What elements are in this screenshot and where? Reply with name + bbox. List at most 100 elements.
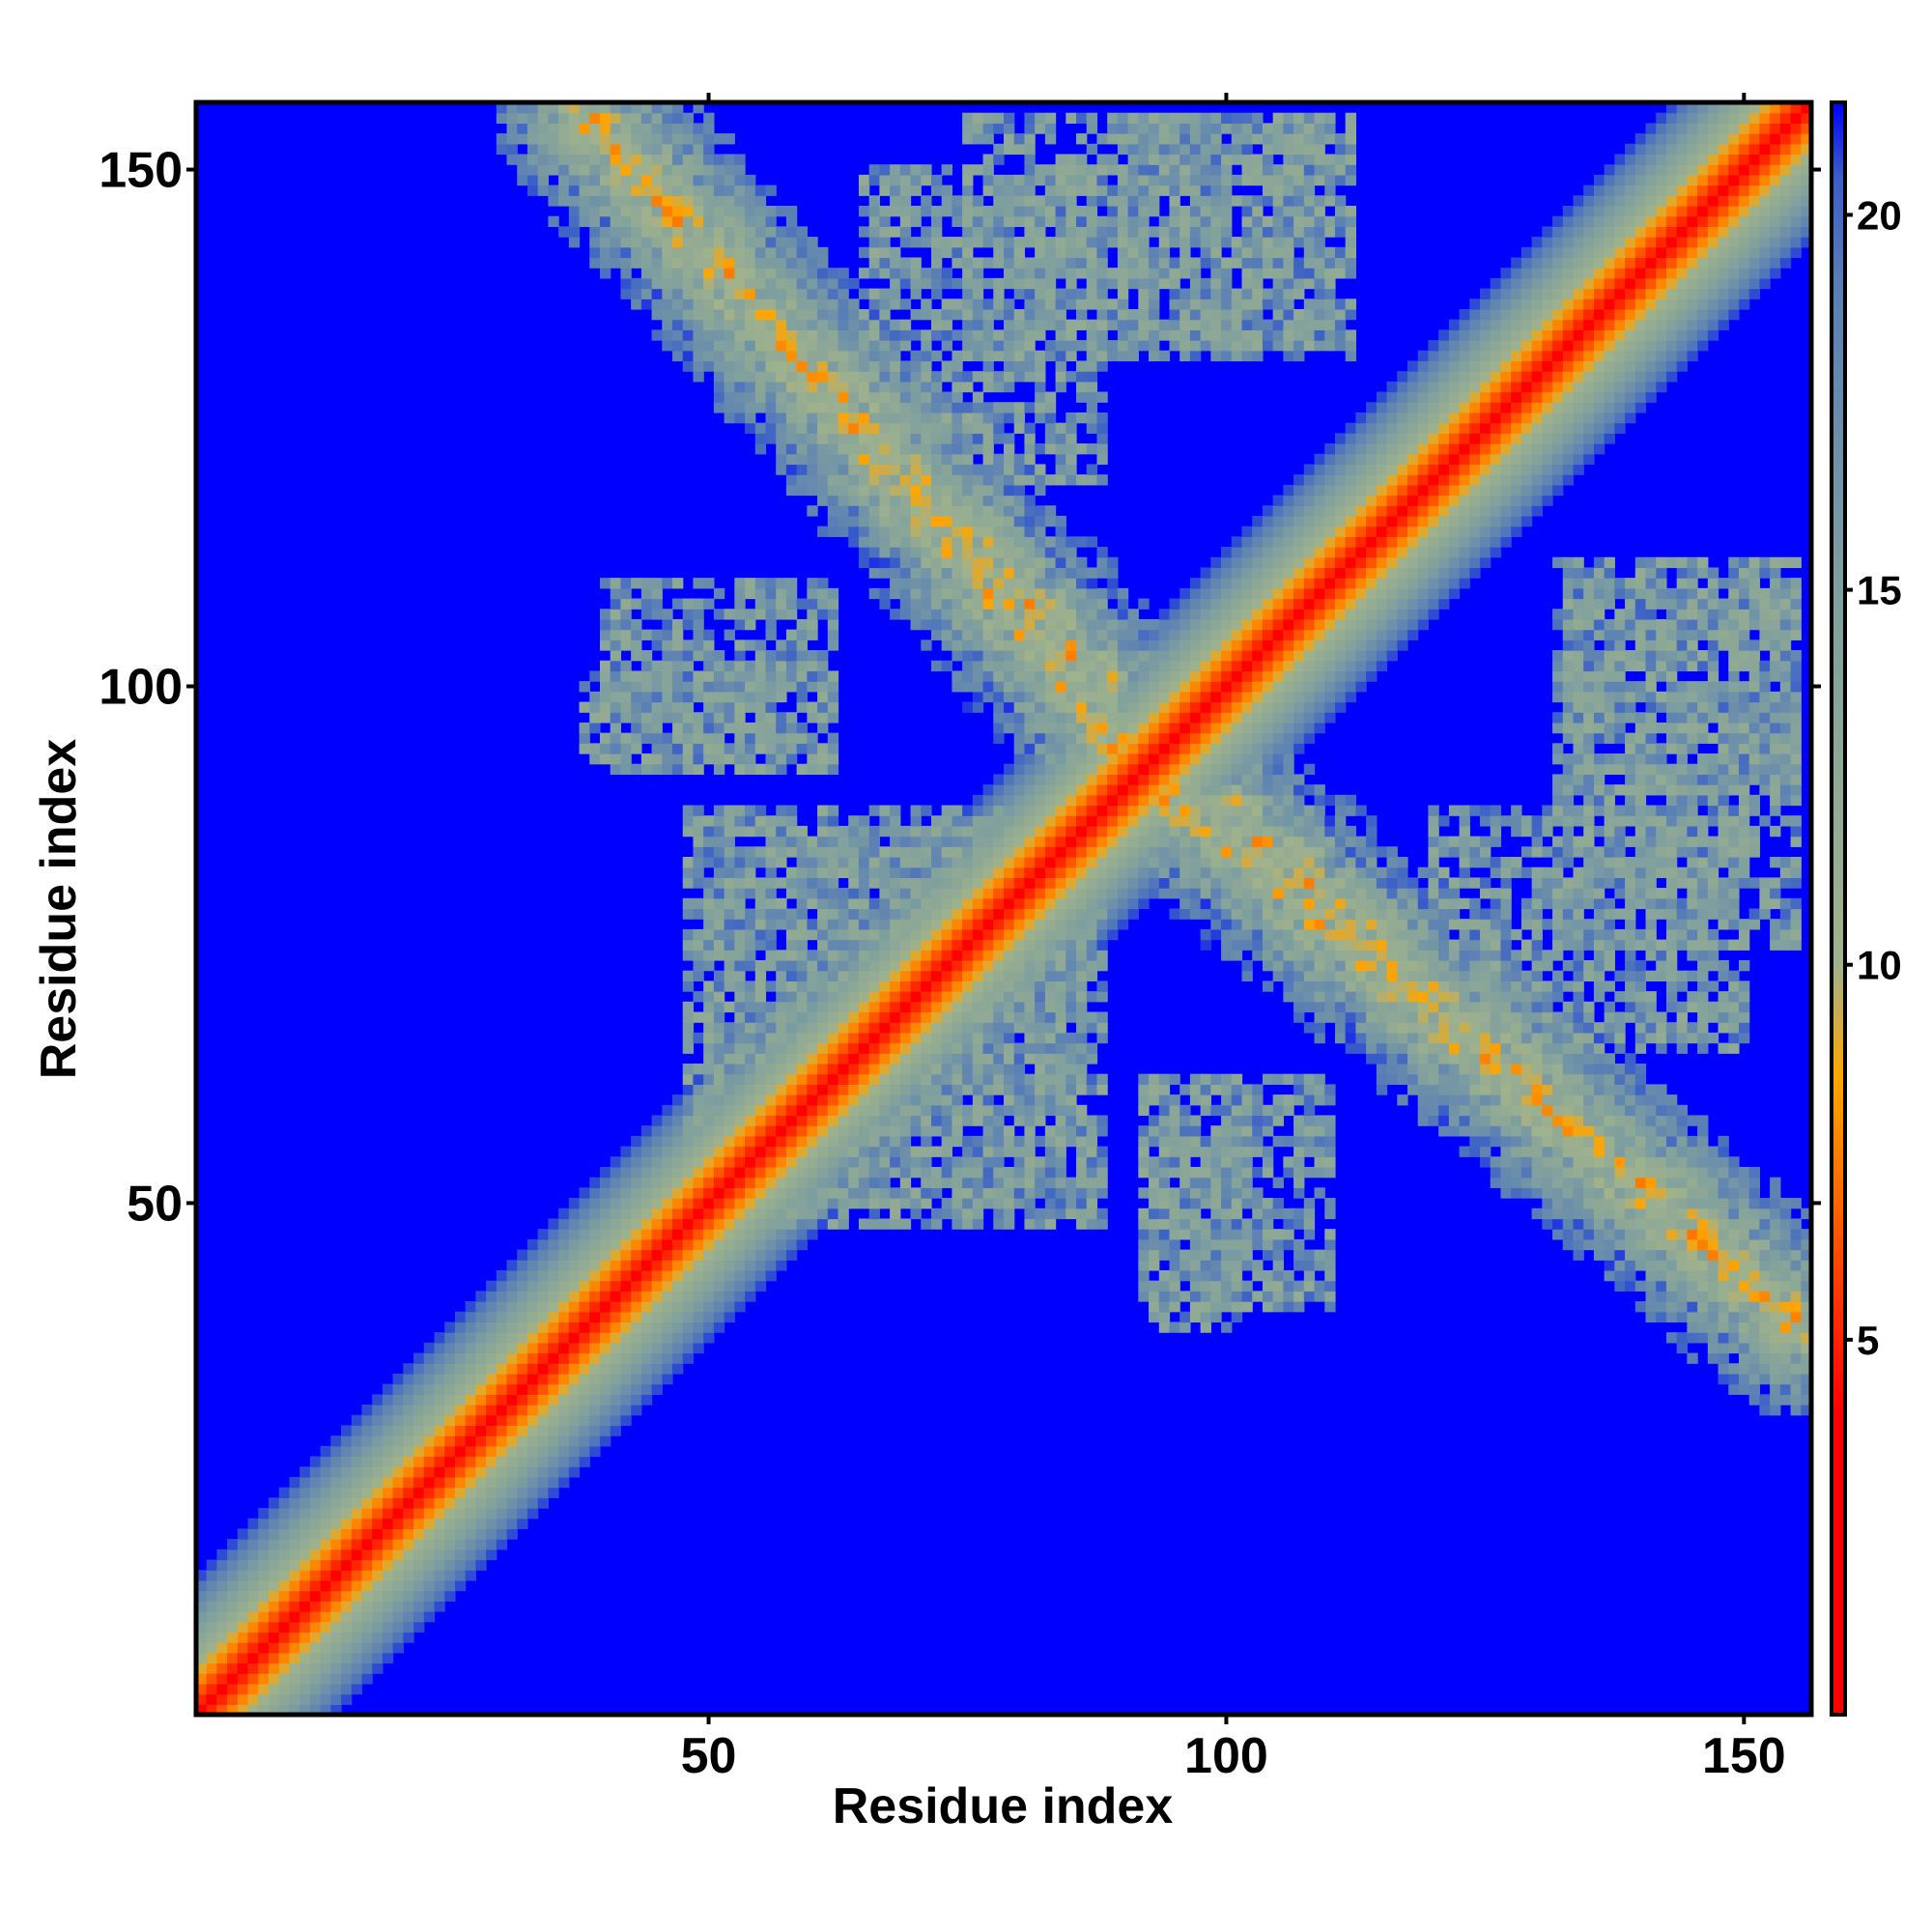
heatmap-cell	[537, 1394, 550, 1406]
heatmap-cell	[724, 174, 735, 186]
heatmap-cell	[631, 629, 642, 640]
heatmap-cell	[662, 143, 673, 156]
heatmap-cell	[434, 1435, 445, 1447]
heatmap-cell	[827, 371, 839, 383]
heatmap-cell	[982, 329, 994, 341]
heatmap-cell	[640, 732, 653, 744]
heatmap-cell	[579, 1373, 590, 1385]
heatmap-cell	[1035, 763, 1046, 776]
heatmap-cell	[879, 185, 891, 196]
heatmap-cell	[403, 1497, 414, 1509]
heatmap-cell	[662, 1177, 673, 1188]
heatmap-cell	[651, 154, 663, 165]
heatmap-cell	[465, 1570, 476, 1581]
heatmap-cell	[745, 1042, 756, 1054]
heatmap-cell	[817, 1125, 829, 1137]
heatmap-cell	[703, 1032, 715, 1044]
heatmap-cell	[930, 526, 943, 537]
heatmap-cell	[807, 629, 818, 640]
heatmap-cell	[351, 1518, 363, 1530]
heatmap-cell	[206, 1693, 218, 1705]
heatmap-cell	[1024, 578, 1036, 589]
heatmap-cell	[930, 1084, 943, 1095]
heatmap-cell	[796, 1073, 808, 1085]
heatmap-cell	[890, 1135, 901, 1148]
heatmap-cell	[879, 402, 891, 413]
heatmap-cell	[972, 701, 984, 713]
heatmap-cell	[651, 763, 663, 776]
heatmap-cell	[372, 1414, 384, 1427]
heatmap-cell	[982, 433, 994, 444]
heatmap-cell	[713, 1260, 725, 1271]
heatmap-cell	[713, 1177, 725, 1188]
heatmap-cell	[558, 1363, 570, 1375]
heatmap-cell	[879, 360, 891, 372]
heatmap-cell	[600, 743, 611, 754]
heatmap-cell	[620, 618, 632, 631]
heatmap-cell	[776, 1177, 787, 1188]
heatmap-cell	[724, 164, 735, 176]
heatmap-cell	[610, 712, 622, 724]
heatmap-cell	[1013, 1166, 1026, 1179]
heatmap-cell	[1086, 1053, 1098, 1065]
heatmap-cell	[693, 1260, 704, 1271]
heatmap-cell	[631, 681, 642, 693]
heatmap-cell	[1086, 598, 1098, 610]
heatmap-cell	[434, 1528, 445, 1540]
heatmap-cell	[703, 888, 715, 899]
heatmap-cell	[1055, 1032, 1066, 1044]
heatmap-cell	[361, 1611, 373, 1623]
heatmap-cell	[868, 939, 880, 951]
heatmap-cell	[703, 360, 715, 372]
heatmap-cell	[1065, 112, 1077, 124]
heatmap-cell	[868, 1063, 880, 1075]
heatmap-cell	[558, 1394, 570, 1406]
heatmap-cell	[972, 298, 984, 310]
heatmap-cell	[703, 1177, 715, 1188]
heatmap-cell	[993, 205, 1005, 217]
heatmap-cell	[890, 453, 901, 466]
heatmap-cell	[1076, 959, 1088, 972]
heatmap-cell	[868, 980, 880, 992]
heatmap-cell	[579, 1311, 590, 1323]
heatmap-cell	[1024, 991, 1036, 1003]
heatmap-cell	[1024, 888, 1036, 899]
heatmap-cell	[1044, 681, 1057, 693]
heatmap-cell	[952, 598, 963, 610]
heatmap-cell	[858, 815, 870, 827]
heatmap-cell	[1055, 712, 1066, 724]
heatmap-cell	[962, 867, 974, 879]
heatmap-cell	[972, 867, 984, 879]
heatmap-cell	[1076, 836, 1088, 847]
heatmap-cell	[899, 185, 912, 196]
heatmap-cell	[734, 1104, 746, 1117]
heatmap-cell	[952, 1187, 963, 1199]
heatmap-cell	[1055, 587, 1066, 600]
heatmap-cell	[724, 185, 735, 196]
heatmap-cell	[1055, 991, 1066, 1003]
heatmap-cell	[745, 1269, 756, 1282]
heatmap-cell	[568, 1238, 581, 1251]
heatmap-cell	[506, 112, 518, 124]
heatmap-cell	[703, 1269, 715, 1282]
heatmap-cell	[734, 639, 746, 651]
heatmap-cell	[848, 319, 860, 330]
heatmap-cell	[858, 308, 870, 321]
heatmap-cell	[1086, 391, 1098, 403]
heatmap-cell	[713, 226, 725, 238]
heatmap-cell	[941, 1146, 953, 1157]
heatmap-cell	[693, 1187, 704, 1199]
heatmap-cell	[765, 1198, 777, 1209]
heatmap-cell	[1004, 319, 1015, 330]
heatmap-cell	[724, 371, 735, 383]
heatmap-cell	[662, 1198, 673, 1209]
heatmap-cell	[682, 805, 695, 816]
heatmap-cell	[662, 340, 673, 352]
heatmap-cell	[620, 257, 632, 269]
heatmap-cell	[568, 123, 581, 134]
heatmap-cell	[734, 867, 746, 879]
heatmap-cell	[1024, 422, 1036, 434]
heatmap-cell	[1024, 257, 1036, 269]
heatmap-cell	[1035, 1053, 1046, 1065]
heatmap-cell	[993, 1166, 1005, 1179]
